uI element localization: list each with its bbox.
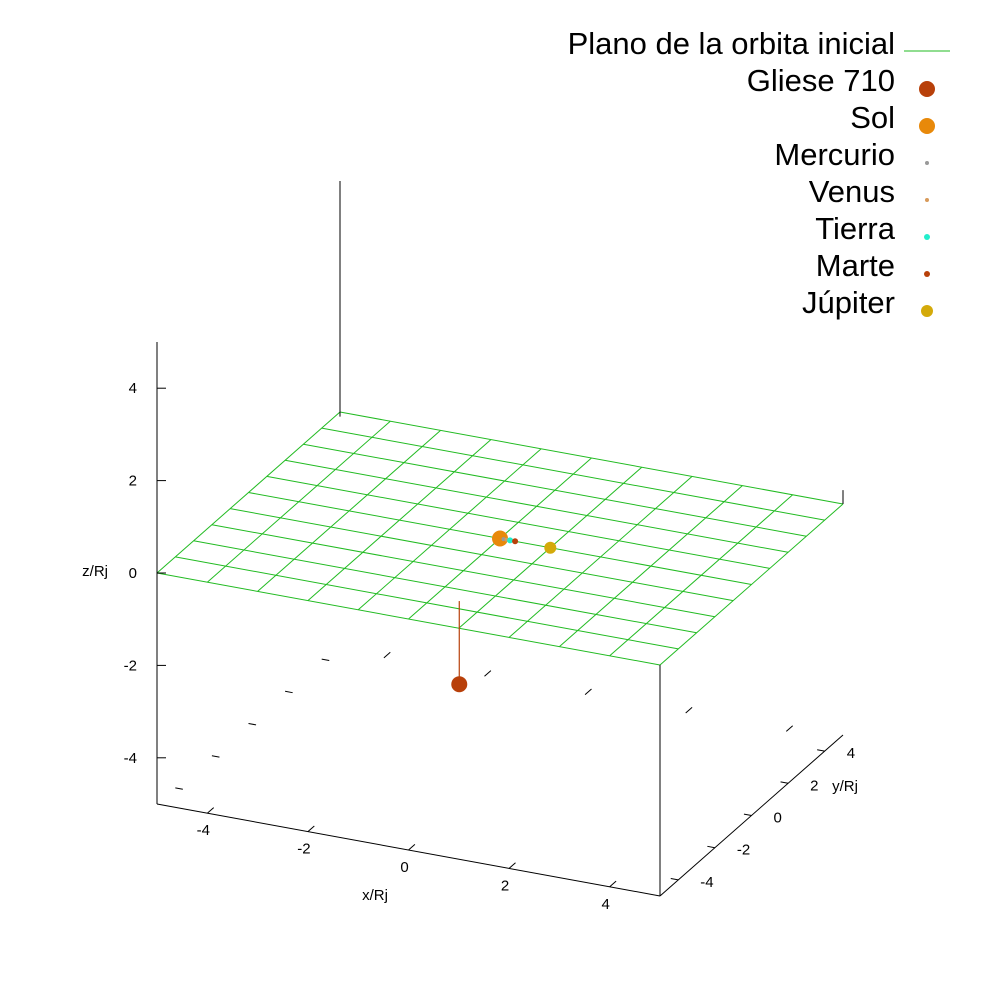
x-tick-mark-back [484,670,492,677]
x-tick-label: -4 [197,822,210,839]
x-tick-label: 2 [501,877,509,894]
z-tick-label: 4 [129,380,137,397]
z-axis-label: z/Rj [82,563,108,580]
legend-label-venus: Venus [809,174,895,209]
y-tick-label: -2 [737,842,750,859]
y-tick-label: 2 [810,777,818,794]
tierra-point [507,537,514,544]
legend-swatch-gliese-710 [919,81,935,97]
y-tick-mark [743,813,752,816]
x-tick-label: 4 [602,896,610,913]
plane-grid-line [193,540,697,634]
legend-swatch-mercurio [925,161,929,165]
plane-grid-line [230,508,734,602]
marte-point [512,538,519,545]
z-tick-label: -2 [124,657,137,674]
y-tick-mark-back [248,723,257,726]
x-tick-label: -2 [297,841,310,858]
x-tick-mark [508,862,516,869]
y-tick-mark [780,781,789,784]
plane-grid-line [211,524,715,618]
y-tick-mark-back [211,755,220,758]
mercurio-point [501,537,506,542]
plane-grid-line [266,475,770,569]
y-tick-mark [670,878,679,881]
legend-label-tierra: Tierra [815,211,896,246]
plane-grid-line [321,427,825,521]
x-tick-mark [307,825,315,832]
z-tick-label: 0 [129,565,137,582]
legend-label-marte: Marte [816,248,895,283]
x-tick-mark-back [383,651,391,659]
legend-label-plane: Plano de la orbita inicial [568,26,895,61]
y-tick-mark-back [321,658,330,661]
y-tick-label: 0 [774,810,782,827]
plane-grid-line [285,459,789,553]
z-tick-label: -4 [124,750,137,767]
plane-grid-line [303,443,807,537]
legend-swatch-jupiter [921,305,933,317]
x-tick-mark-back [785,725,794,732]
legend-swatch-marte [924,271,930,277]
x-axis-label: x/Rj [362,887,388,904]
legend-label-gliese-710: Gliese 710 [747,63,895,98]
z-tick-label: 2 [129,473,137,490]
axis-ticks: -4 -2 0 2 4 -4 -2 0 2 4 -4 -2 0 2 4 [124,380,855,913]
x-tick-mark-back [685,707,693,714]
sol-point [492,530,508,547]
gliese-710-point [451,676,468,693]
x-tick-mark [408,843,416,851]
legend-swatch-sol [919,118,935,134]
legend-swatch-venus [925,198,929,202]
legend-label-mercurio: Mercurio [774,137,895,172]
x-tick-mark [206,807,215,814]
x-tick-mark-back [584,688,592,696]
y-tick-mark [707,845,715,849]
plane-grid-line [175,556,679,650]
y-axis-label: y/Rj [832,778,858,795]
x-tick-mark [609,880,617,888]
y-tick-label: -4 [700,874,713,891]
data-points [451,530,557,693]
y-tick-label: 4 [847,745,855,762]
jupiter-point [544,541,557,554]
plane-grid [156,411,844,666]
legend-label-jupiter: Júpiter [802,285,895,320]
plane-grid-line [156,572,661,666]
x-tick-label: 0 [400,859,408,876]
plane-grid-line [339,411,844,505]
y-tick-mark-back [175,787,183,790]
legend-label-sol: Sol [850,100,895,135]
y-tick-mark [817,749,825,752]
legend-swatch-tierra [924,234,930,240]
y-tick-mark-back [285,690,293,694]
